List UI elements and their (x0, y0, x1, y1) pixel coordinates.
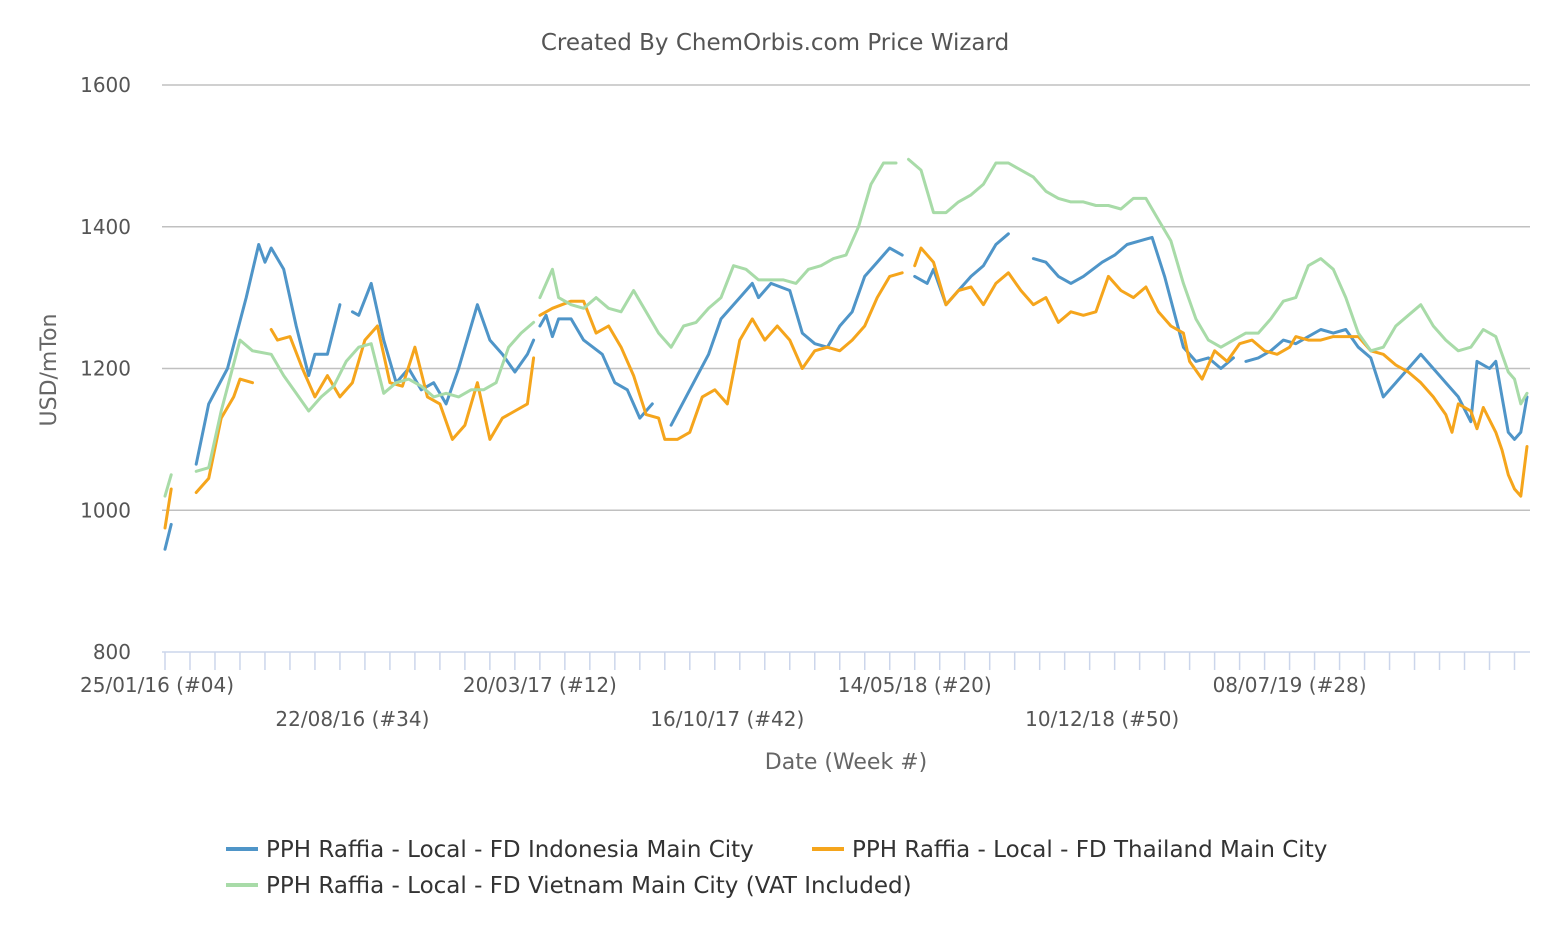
series-line (907, 157, 1529, 406)
y-tick-label: 1400 (80, 215, 131, 239)
x-tick-label: 16/10/17 (#42) (650, 707, 804, 731)
series-line (350, 281, 536, 406)
x-tick-label: 22/08/16 (#34) (275, 707, 429, 731)
x-axis-title: Date (Week #) (765, 750, 927, 775)
series-line (163, 487, 173, 530)
grid-lines (162, 84, 1530, 511)
legend-label: PPH Raffia - Local - FD Thailand Main Ci… (852, 837, 1327, 863)
series-1 (163, 232, 1529, 551)
series-line (538, 271, 904, 441)
x-tick-label: 14/05/18 (#20) (838, 673, 992, 697)
series-line (669, 246, 904, 427)
chart-title: Created By ChemOrbis.com Price Wizard (541, 30, 1009, 56)
x-tick-label: 10/12/18 (#50) (1025, 707, 1179, 731)
x-tick-label: 20/03/17 (#12) (463, 673, 617, 697)
series-line (913, 246, 1529, 498)
series-line (269, 324, 536, 441)
series-line (163, 473, 173, 498)
series-2 (163, 246, 1529, 530)
legend-item-2[interactable]: PPH Raffia - Local - FD Thailand Main Ci… (812, 837, 1327, 863)
y-tick-label: 800 (93, 640, 131, 664)
legend-label: PPH Raffia - Local - FD Indonesia Main C… (266, 837, 754, 863)
series-line (1244, 328, 1529, 441)
legend-label: PPH Raffia - Local - FD Vietnam Main Cit… (266, 873, 912, 899)
series-line (1031, 235, 1235, 370)
x-tick-label: 25/01/16 (#04) (80, 673, 234, 697)
y-tick-label: 1000 (80, 498, 131, 522)
legend-item-3[interactable]: PPH Raffia - Local - FD Vietnam Main Cit… (226, 873, 912, 899)
series-line (194, 243, 342, 466)
x-tick-label: 08/07/19 (#28) (1213, 673, 1367, 697)
y-tick-label: 1200 (80, 357, 131, 381)
series-layer (163, 157, 1529, 551)
series-line (194, 320, 536, 473)
series-line (913, 232, 1010, 307)
y-tick-label: 1600 (80, 73, 131, 97)
series-3 (163, 157, 1529, 498)
series-line (538, 161, 898, 349)
legend-item-1[interactable]: PPH Raffia - Local - FD Indonesia Main C… (226, 837, 754, 863)
y-axis-title: USD/mTon (37, 314, 62, 427)
series-line (538, 313, 654, 420)
y-axis-ticks: 800 1000 1200 1400 1600 (80, 73, 131, 664)
legend[interactable]: PPH Raffia - Local - FD Indonesia Main C… (226, 837, 1327, 899)
series-line (163, 522, 173, 551)
series-line (194, 377, 254, 494)
x-axis: 25/01/16 (#04) 22/08/16 (#34) 20/03/17 (#1… (80, 651, 1530, 731)
